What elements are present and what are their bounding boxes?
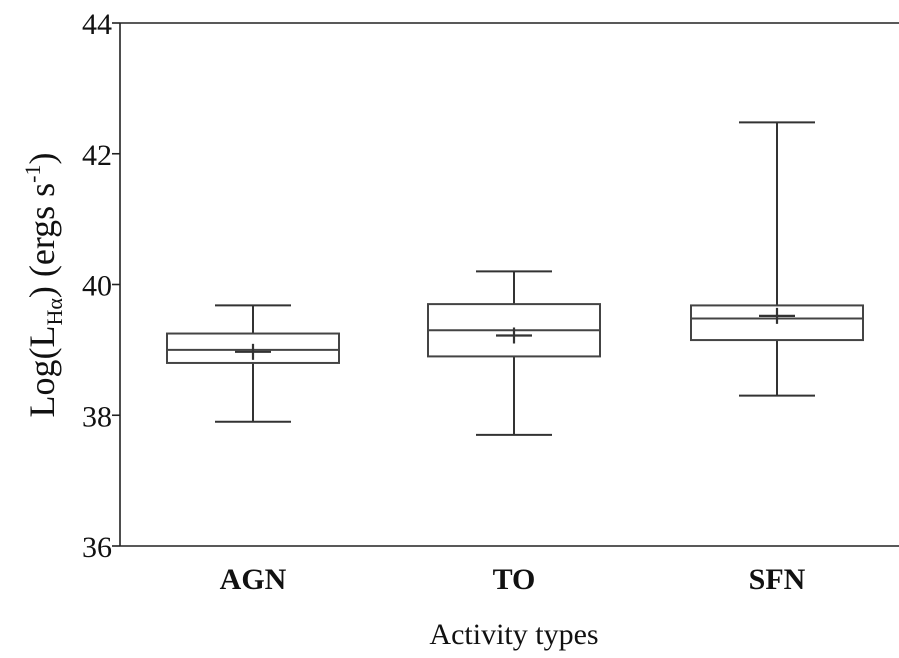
iqr-box: [690, 304, 864, 342]
box-agn: [166, 304, 340, 423]
y-tick-label: 38: [82, 400, 112, 433]
y-axis-title-rest: ) (ergs s: [22, 183, 62, 298]
y-axis-title: Log(LHα) (ergs s-1): [20, 152, 67, 417]
y-tick-label: 44: [82, 8, 112, 41]
y-axis-title-main: Log(L: [22, 326, 62, 418]
x-axis-title: Activity types: [429, 618, 598, 651]
iqr-box: [166, 332, 340, 364]
box-sfn: [690, 121, 864, 397]
x-category-label: TO: [493, 563, 536, 596]
box-to: [427, 270, 601, 436]
y-axis-title-end: ): [22, 152, 62, 164]
y-tick-label: 42: [82, 139, 112, 172]
axes: [119, 22, 899, 547]
y-axis-title-subscript: Hα: [42, 298, 67, 326]
y-axis-title-superscript: -1: [20, 164, 45, 182]
x-category-label: AGN: [220, 563, 287, 596]
x-axis-category-labels: AGN TO SFN: [220, 563, 806, 596]
box-series: [166, 121, 864, 436]
y-tick-label: 40: [82, 270, 112, 303]
y-axis-ticks: 36 38 40 42 44: [82, 8, 120, 564]
x-category-label: SFN: [749, 563, 806, 596]
y-tick-label: 36: [82, 531, 112, 564]
